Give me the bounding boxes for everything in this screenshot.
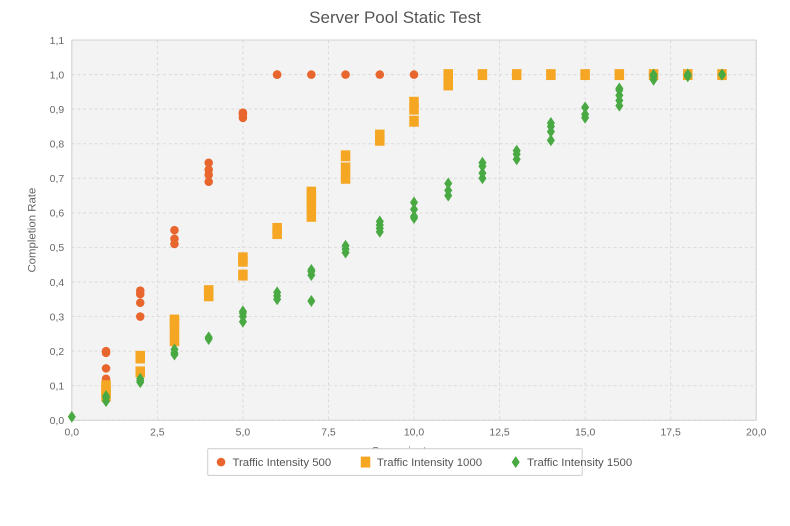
svg-text:1,1: 1,1: [50, 36, 65, 47]
svg-text:Traffic Intensity 500: Traffic Intensity 500: [232, 457, 331, 469]
chart-container: Server Pool Static Test 0,02,55,07,510,0…: [0, 0, 790, 526]
svg-text:0,0: 0,0: [65, 427, 80, 438]
svg-text:7,5: 7,5: [321, 427, 336, 438]
svg-text:0,8: 0,8: [50, 140, 65, 151]
svg-text:0,5: 0,5: [50, 243, 65, 254]
svg-text:0,3: 0,3: [50, 312, 65, 323]
svg-text:10,0: 10,0: [404, 427, 425, 438]
svg-text:0,1: 0,1: [50, 381, 65, 392]
svg-text:0,9: 0,9: [50, 105, 65, 116]
svg-text:0,6: 0,6: [50, 209, 65, 220]
svg-text:12,5: 12,5: [489, 427, 510, 438]
svg-text:0,2: 0,2: [50, 347, 65, 358]
svg-text:Completion Rate: Completion Rate: [27, 188, 39, 273]
svg-text:17,5: 17,5: [661, 427, 682, 438]
svg-text:2,5: 2,5: [150, 427, 165, 438]
svg-text:5,0: 5,0: [236, 427, 251, 438]
svg-text:20,0: 20,0: [746, 427, 767, 438]
svg-text:0,0: 0,0: [50, 416, 65, 427]
scatter-chart: 0,0 2,5 5,0 7,5 10,0 12,5 15,0 17,5 20,0 0,0 0,1 0,…: [0, 2, 790, 502]
svg-text:15,0: 15,0: [575, 427, 596, 438]
svg-text:0,4: 0,4: [50, 278, 65, 289]
svg-text:Traffic Intensity 1500: Traffic Intensity 1500: [527, 457, 632, 469]
svg-text:Traffic Intensity 1000: Traffic Intensity 1000: [377, 457, 482, 469]
svg-text:1,0: 1,0: [50, 70, 65, 81]
svg-text:0,7: 0,7: [50, 174, 65, 185]
